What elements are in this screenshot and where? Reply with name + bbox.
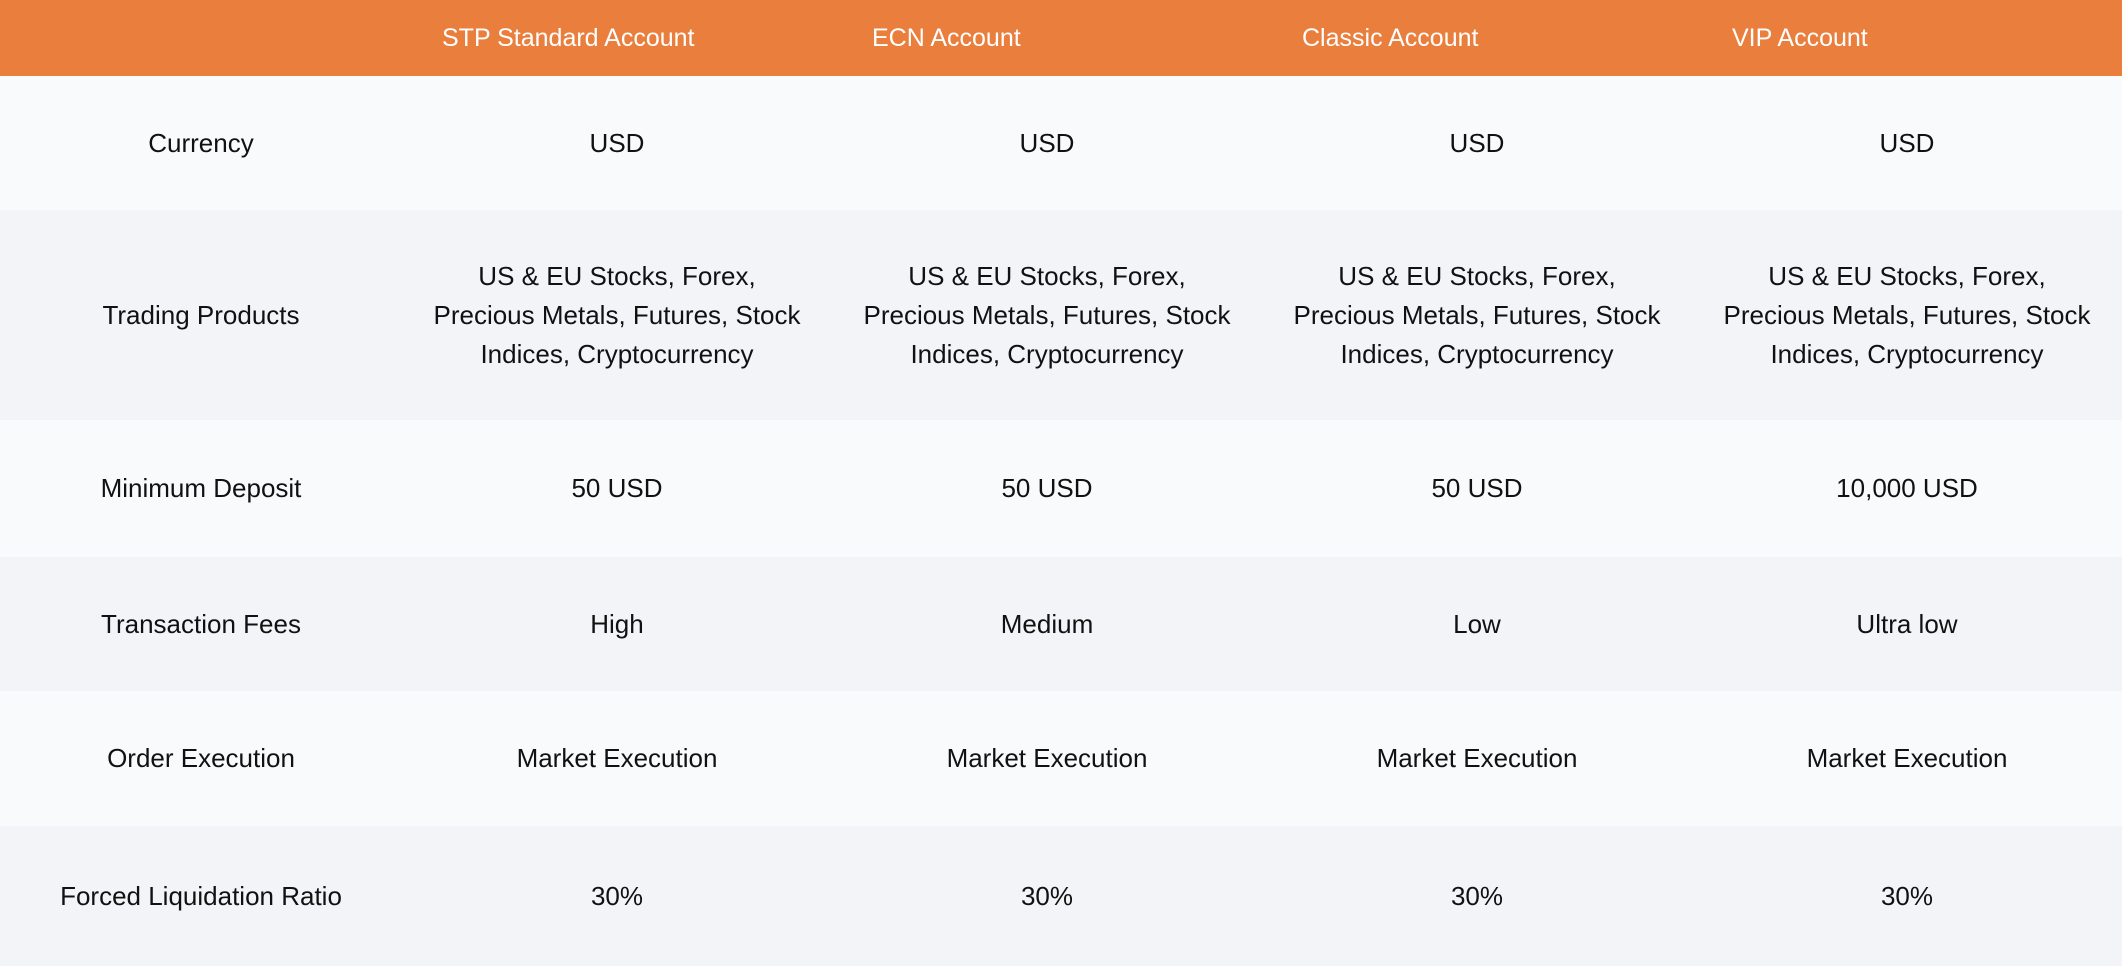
table-cell: 30% [832,826,1262,966]
row-label: Forced Liquidation Ratio [0,826,402,966]
column-header-text: Classic Account [1302,23,1479,52]
header-corner [0,0,402,76]
table-cell: USD [832,76,1262,210]
table-cell-text: US & EU Stocks, Forex, Precious Metals, … [433,260,801,369]
column-header-text: ECN Account [872,23,1021,52]
table-cell-text: US & EU Stocks, Forex, Precious Metals, … [1723,260,2091,369]
table-cell: US & EU Stocks, Forex, Precious Metals, … [1262,210,1692,420]
table-cell-text: Market Execution [1376,743,1578,773]
table-cell-text: USD [1019,127,1075,158]
table-cell: 50 USD [832,420,1262,557]
table-cell-text: Market Execution [946,743,1148,773]
table-cell: Low [1262,557,1692,691]
table-cell-text: 50 USD [1001,473,1093,503]
table-cell-text: 50 USD [571,473,663,503]
row-label: Currency [0,76,402,210]
table-cell-text: 30% [590,880,644,911]
row-label-text: Currency [148,127,254,158]
row-label-text: Order Execution [107,743,295,773]
row-label-text: Minimum Deposit [100,473,302,503]
table-cell: 50 USD [1262,420,1692,557]
table-cell-text: Market Execution [516,743,718,773]
table-cell-text: US & EU Stocks, Forex, Precious Metals, … [1293,260,1661,369]
table-cell: 30% [402,826,832,966]
table-cell-text: 30% [1450,880,1504,911]
row-label: Trading Products [0,210,402,420]
row-label: Minimum Deposit [0,420,402,557]
table-cell: High [402,557,832,691]
row-label-text: Trading Products [102,299,300,330]
table-cell: Market Execution [402,691,832,826]
table-cell-text: Ultra low [1856,608,1958,639]
row-label-text: Transaction Fees [101,608,301,639]
table-cell: USD [1692,76,2122,210]
table-cell: USD [1262,76,1692,210]
table-cell: US & EU Stocks, Forex, Precious Metals, … [832,210,1262,420]
table-cell-text: Medium [1000,608,1094,639]
table-cell: Market Execution [1262,691,1692,826]
row-label: Order Execution [0,691,402,826]
column-header: VIP Account [1692,0,2122,76]
table-cell-text: High [590,608,644,639]
table-cell: US & EU Stocks, Forex, Precious Metals, … [402,210,832,420]
column-header-text: VIP Account [1732,23,1868,52]
table-cell: Ultra low [1692,557,2122,691]
column-header: Classic Account [1262,0,1692,76]
table-cell-text: USD [1879,127,1935,158]
table-cell: 30% [1692,826,2122,966]
table-cell: Medium [832,557,1262,691]
table-cell: 30% [1262,826,1692,966]
table-cell: 50 USD [402,420,832,557]
table-cell: Market Execution [832,691,1262,826]
column-header: ECN Account [832,0,1262,76]
table-cell-text: USD [589,127,645,158]
table-cell: USD [402,76,832,210]
row-label: Transaction Fees [0,557,402,691]
table-cell-text: Low [1453,608,1501,639]
table-cell: 10,000 USD [1692,420,2122,557]
table-cell-text: 50 USD [1431,473,1523,503]
column-header: STP Standard Account [402,0,832,76]
row-label-text: Forced Liquidation Ratio [60,880,342,911]
table-cell: Market Execution [1692,691,2122,826]
table-cell-text: Market Execution [1806,743,2008,773]
table-cell-text: 10,000 USD [1836,473,1978,503]
table-cell-text: USD [1449,127,1505,158]
table-cell: US & EU Stocks, Forex, Precious Metals, … [1692,210,2122,420]
table-cell-text: US & EU Stocks, Forex, Precious Metals, … [863,260,1231,369]
table-cell-text: 30% [1020,880,1074,911]
column-header-text: STP Standard Account [442,23,695,52]
table-cell-text: 30% [1880,880,1934,911]
